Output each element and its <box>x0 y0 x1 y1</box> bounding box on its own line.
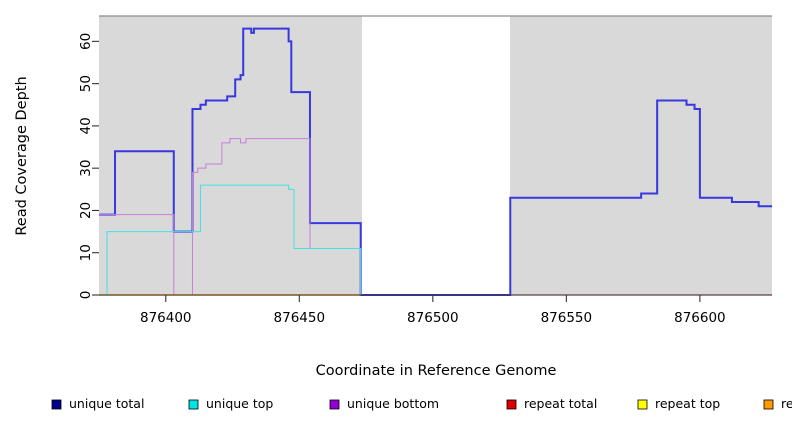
legend-swatch-unique-bottom <box>329 399 340 410</box>
legend-label-repeat-bottom: repeat bottom <box>781 396 792 411</box>
y-tick-label: 60 <box>78 33 94 50</box>
series-line-unique-total <box>99 27 772 296</box>
x-tick-label: 876450 <box>274 310 326 326</box>
y-tick-label: 0 <box>78 291 94 300</box>
x-tick-label: 876400 <box>140 310 192 326</box>
legend-swatch-unique-top <box>188 399 199 410</box>
legend-label-unique-bottom: unique bottom <box>347 396 439 411</box>
y-tick-label: 20 <box>78 202 94 219</box>
panel-band-left <box>99 16 362 295</box>
legend-label-repeat-top: repeat top <box>655 396 720 411</box>
x-tick-label: 876500 <box>407 310 459 326</box>
x-axis-ticks: 876400 876450 876500 876550 876600 <box>140 295 726 326</box>
x-tick-label: 876550 <box>541 310 593 326</box>
x-axis-title: Coordinate in Reference Genome <box>316 363 557 379</box>
legend-label-repeat-total: repeat total <box>524 396 597 411</box>
legend-swatch-repeat-top <box>637 399 648 410</box>
y-tick-label: 50 <box>78 75 94 92</box>
chart-legend: unique total unique top unique bottom repea… <box>51 396 792 411</box>
legend-label-unique-total: unique total <box>69 396 144 411</box>
y-axis-ticks: 0 10 20 30 40 50 60 <box>78 33 99 300</box>
plot-panel-background <box>99 15 772 295</box>
panel-band-right <box>510 16 772 295</box>
y-axis-title: Read Coverage Depth <box>14 76 30 235</box>
legend-label-unique-top: unique top <box>206 396 273 411</box>
y-tick-label: 30 <box>78 160 94 177</box>
x-tick-label: 876600 <box>674 310 726 326</box>
axes: 876400 876450 876500 876550 876600 0 10 20 30 40… <box>78 33 772 326</box>
y-tick-label: 10 <box>78 244 94 261</box>
series-line-unique-top <box>99 184 772 296</box>
legend-swatch-repeat-total <box>506 399 517 410</box>
y-tick-label: 40 <box>78 117 94 134</box>
legend-swatch-unique-total <box>51 399 62 410</box>
series-line-unique-bottom <box>99 138 772 296</box>
legend-swatch-repeat-bottom <box>763 399 774 410</box>
